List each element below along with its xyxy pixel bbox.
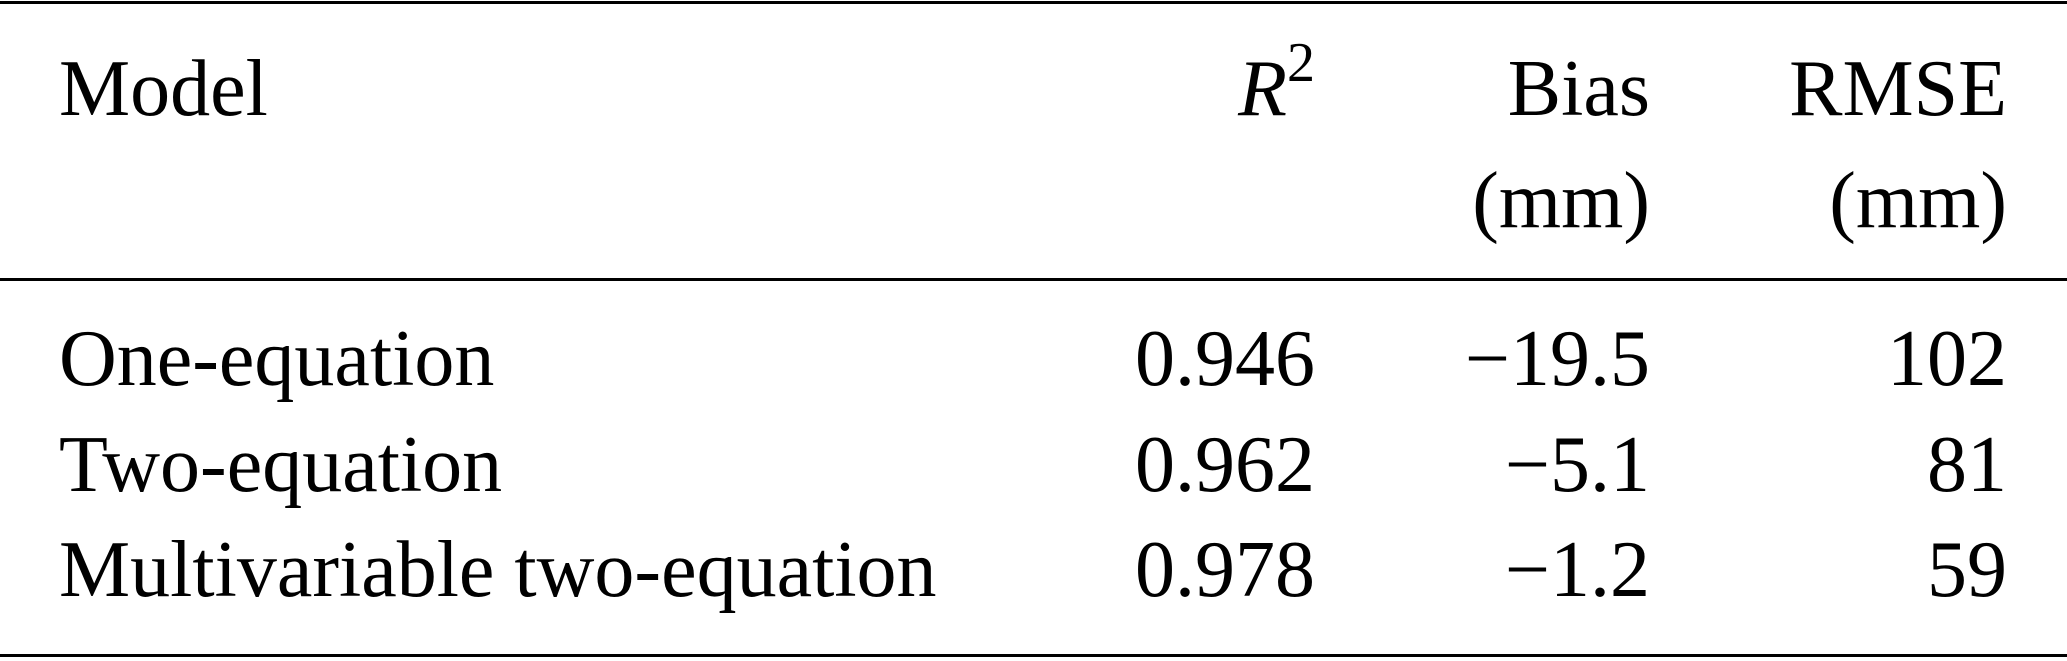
bottom-rule bbox=[0, 654, 2067, 657]
header-bias-unit: (mm) bbox=[1472, 157, 1650, 245]
header-bias: Bias bbox=[1507, 45, 1650, 133]
header-r2-sup: 2 bbox=[1287, 32, 1315, 95]
header-rmse-unit: (mm) bbox=[1829, 157, 2007, 245]
rmse-cell: 102 bbox=[1887, 315, 2007, 403]
model-cell: One-equation bbox=[59, 315, 495, 403]
top-rule bbox=[0, 1, 2067, 4]
header-rmse: RMSE bbox=[1789, 45, 2007, 133]
header-model: Model bbox=[59, 45, 268, 133]
bias-cell: −19.5 bbox=[1464, 315, 1650, 403]
rmse-cell: 59 bbox=[1927, 526, 2007, 614]
model-cell: Multivariable two-equation bbox=[59, 526, 937, 614]
header-rule bbox=[0, 278, 2067, 281]
r2-cell: 0.962 bbox=[1135, 421, 1315, 509]
r2-cell: 0.946 bbox=[1135, 315, 1315, 403]
r2-cell: 0.978 bbox=[1135, 526, 1315, 614]
model-cell: Two-equation bbox=[59, 421, 503, 509]
header-r2-base: R bbox=[1238, 45, 1287, 133]
rmse-cell: 81 bbox=[1927, 421, 2007, 509]
header-r2: R2 bbox=[1238, 35, 1315, 129]
bias-cell: −5.1 bbox=[1504, 421, 1650, 509]
bias-cell: −1.2 bbox=[1504, 526, 1650, 614]
